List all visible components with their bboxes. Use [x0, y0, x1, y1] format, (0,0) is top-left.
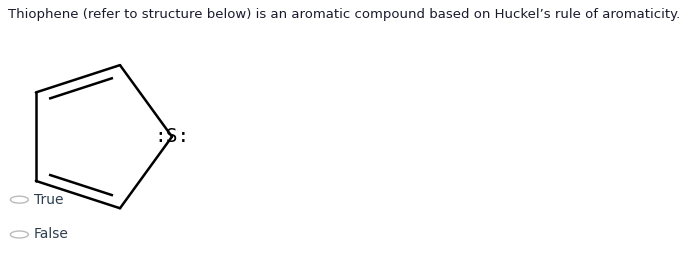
- Text: Thiophene (refer to structure below) is an aromatic compound based on Huckel’s r: Thiophene (refer to structure below) is …: [8, 8, 680, 21]
- Text: False: False: [34, 228, 69, 241]
- Text: True: True: [34, 193, 64, 207]
- Text: :S:: :S:: [154, 127, 190, 146]
